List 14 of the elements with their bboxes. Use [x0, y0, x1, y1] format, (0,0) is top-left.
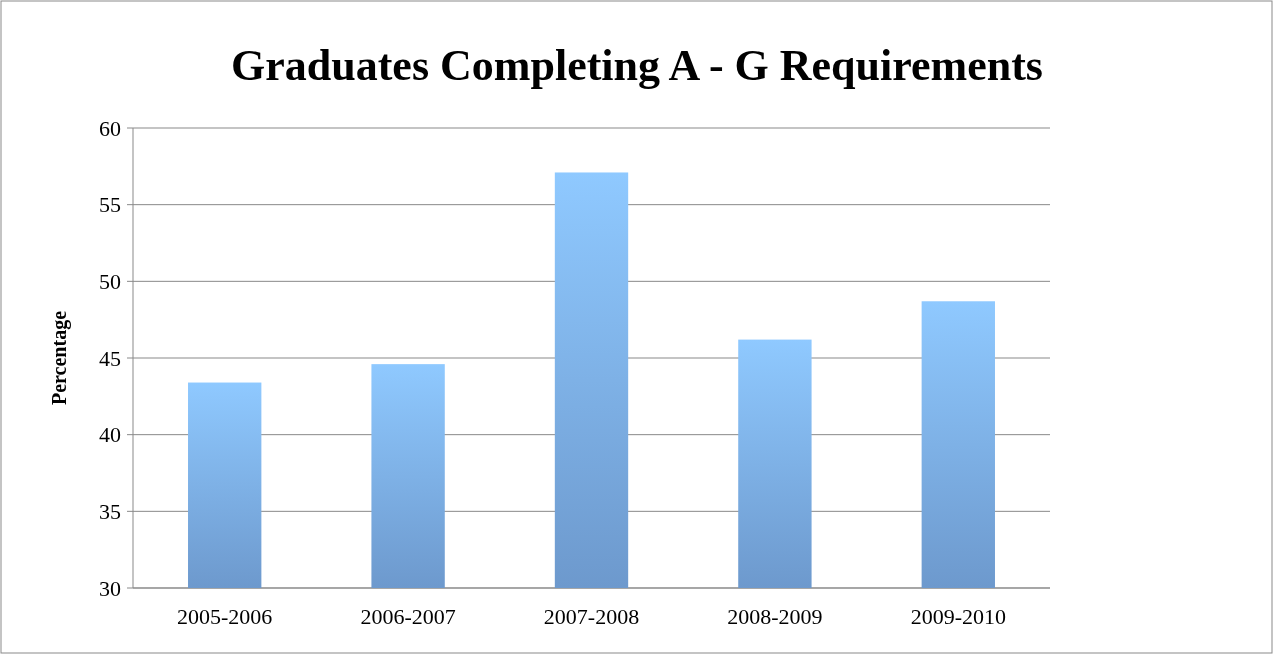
y-axis-title: Percentage — [48, 310, 71, 406]
x-tick-label: 2006-2007 — [360, 604, 456, 629]
y-tick-label: 60 — [99, 115, 121, 141]
y-tick-label: 35 — [99, 499, 121, 525]
x-tick-label: 2008-2009 — [727, 604, 823, 629]
x-tick-label: 2009-2010 — [910, 604, 1006, 629]
x-tick-label: 2005-2006 — [177, 604, 273, 629]
y-tick-label: 30 — [99, 575, 121, 601]
y-tick-label: 40 — [99, 422, 121, 448]
chart-title: Graduates Completing A - G Requirements — [231, 41, 1043, 90]
x-tick-label: 2007-2008 — [543, 604, 640, 629]
y-tick-label: 45 — [99, 345, 121, 371]
y-tick-label: 50 — [99, 269, 121, 295]
y-tick-label: 55 — [99, 192, 121, 218]
